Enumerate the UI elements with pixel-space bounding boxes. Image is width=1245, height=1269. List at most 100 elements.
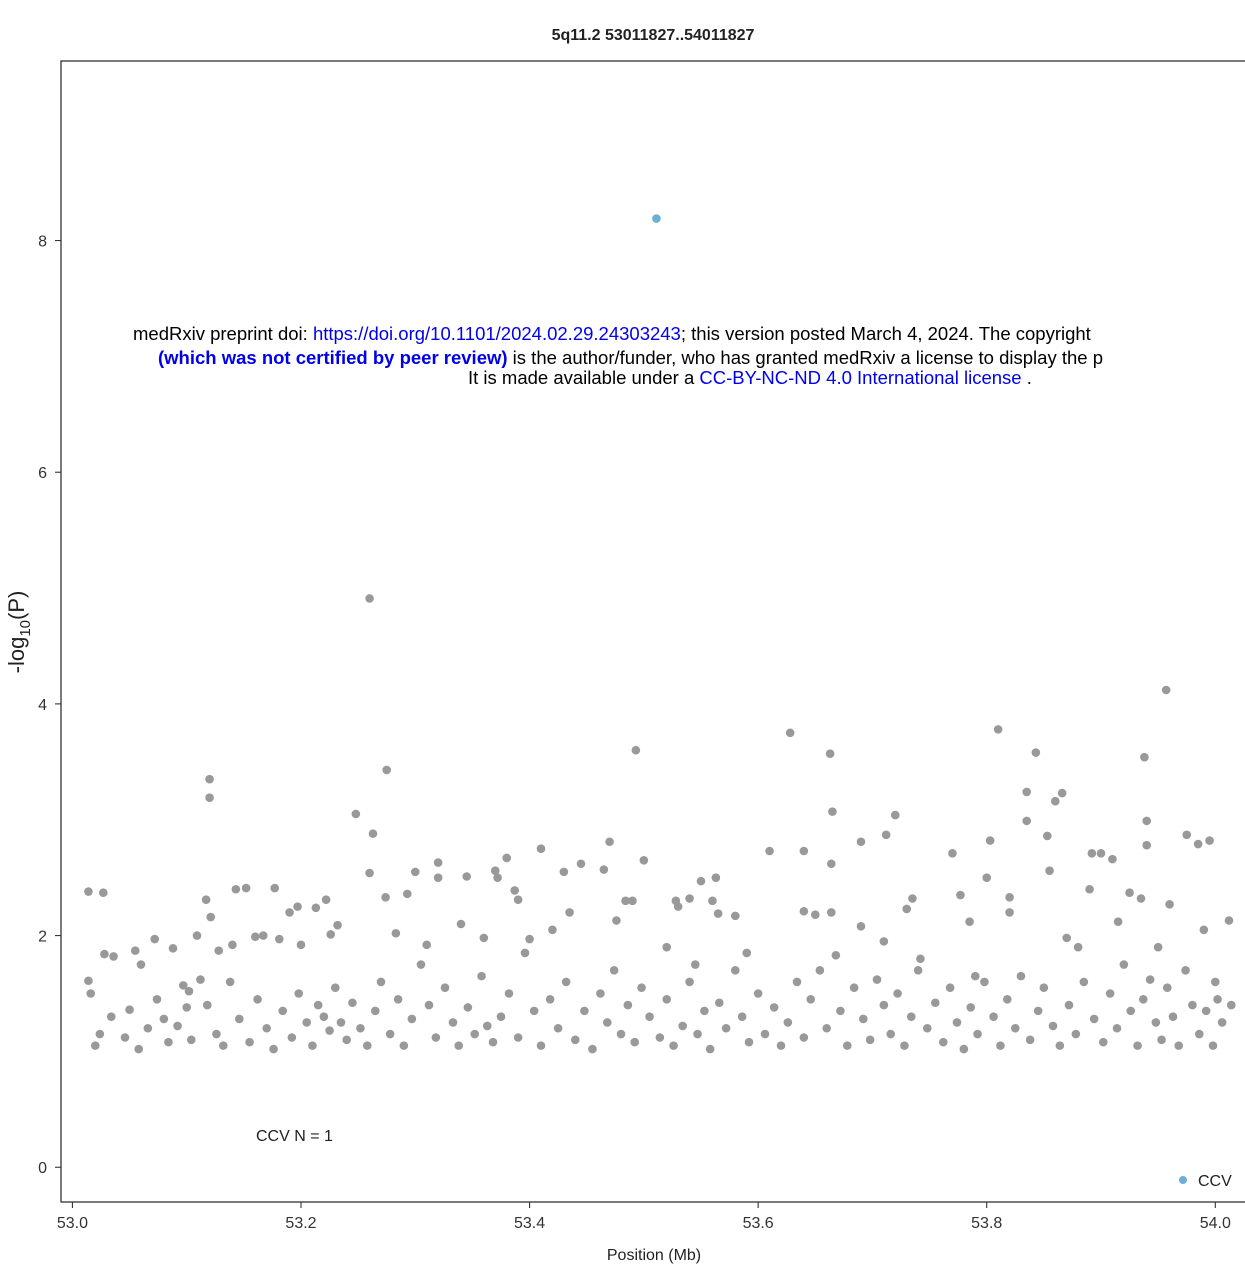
variant-point: [548, 925, 557, 935]
x-axis-title: Position (Mb): [607, 1247, 701, 1264]
variant-point: [1055, 1041, 1065, 1050]
variant-point: [1194, 1029, 1204, 1039]
variant-point: [234, 1014, 244, 1024]
variant-point: [326, 930, 336, 939]
variant-point: [296, 940, 306, 950]
variant-point: [1057, 788, 1067, 798]
variant-point: [106, 1012, 116, 1021]
variant-point: [134, 1044, 144, 1054]
variant-point: [368, 829, 378, 838]
variant-point: [1050, 796, 1060, 806]
variant-point: [1181, 966, 1190, 975]
variant-point: [1016, 971, 1026, 981]
variant-point: [376, 977, 386, 987]
legend-ccv-marker: [1179, 1176, 1187, 1184]
variant-point: [730, 911, 740, 921]
variant-point: [1096, 849, 1106, 858]
variant-point: [893, 989, 902, 998]
watermark-doi-link[interactable]: https://doi.org/10.1101/2024.02.29.24303…: [312, 323, 681, 344]
variant-point: [744, 1037, 754, 1047]
variant-point: [730, 966, 740, 975]
variant-point: [890, 810, 900, 820]
variant-point: [513, 1033, 523, 1042]
x-tick-label: 53.2: [285, 1215, 316, 1232]
variant-point: [678, 1021, 688, 1031]
variant-point: [621, 896, 630, 906]
variant-point: [669, 1041, 678, 1050]
variant-point: [433, 858, 443, 867]
variant-point: [536, 844, 546, 853]
variant-point: [192, 931, 202, 940]
variant-point: [201, 895, 211, 904]
variant-point: [311, 903, 321, 913]
variant-point: [1142, 840, 1152, 850]
y-axis-title-subscript: 10: [17, 620, 34, 637]
variant-point: [655, 1033, 665, 1042]
y-tick-label: 8: [38, 234, 47, 251]
variant-point: [502, 853, 512, 863]
variant-point: [330, 983, 340, 993]
variant-point: [336, 1018, 346, 1027]
variant-point: [1045, 866, 1054, 876]
variant-point: [1064, 1000, 1074, 1010]
variant-point: [333, 920, 342, 930]
variant-point: [685, 977, 694, 987]
variant-point: [711, 873, 721, 882]
variant-point: [173, 1021, 182, 1031]
watermark-line-3-suffix: .: [1021, 367, 1032, 388]
data-points: [84, 214, 1236, 1054]
variant-point: [1079, 977, 1089, 987]
variant-point: [776, 1041, 786, 1050]
variant-point: [84, 887, 93, 896]
variant-point: [351, 809, 361, 819]
variant-point: [399, 1041, 409, 1050]
variant-point: [1217, 1018, 1227, 1027]
watermark-line-3-prefix: It is made available under a: [468, 367, 700, 388]
chart-title: 5q11.2 53011827..54011827: [552, 27, 755, 44]
ccv-point: [652, 214, 661, 223]
variant-point: [700, 1006, 709, 1016]
variant-point: [1105, 989, 1115, 998]
variant-point: [1085, 884, 1094, 894]
variant-point: [424, 1000, 434, 1010]
variant-point: [431, 1033, 441, 1042]
variant-point: [168, 944, 178, 953]
variant-point: [1136, 894, 1146, 903]
variant-point: [856, 837, 866, 847]
variant-point: [631, 745, 641, 755]
variant-point: [673, 902, 683, 911]
variant-point: [182, 1003, 192, 1012]
variant-point: [143, 1023, 153, 1033]
y-axis-title-suffix: (P): [4, 591, 29, 620]
variant-point: [130, 946, 140, 955]
variant-point: [1108, 854, 1117, 864]
variant-point: [293, 902, 302, 911]
variant-point: [696, 876, 706, 886]
x-tick-label: 53.4: [514, 1215, 545, 1232]
variant-point: [662, 942, 672, 952]
variant-point: [1125, 888, 1134, 898]
variant-point: [321, 895, 331, 904]
variant-point: [806, 994, 816, 1004]
variant-point: [930, 998, 940, 1008]
legend: CCV: [1179, 1173, 1232, 1190]
variant-point: [612, 916, 621, 925]
variant-point: [319, 1012, 329, 1021]
variant-point: [416, 960, 426, 969]
variant-point: [391, 928, 401, 938]
x-tick-label: 54.0: [1200, 1215, 1231, 1232]
variant-point: [945, 983, 955, 993]
variant-point: [152, 994, 162, 1004]
variant-point: [913, 966, 923, 975]
variant-point: [178, 981, 188, 990]
y-axis: 0 2 4 6 8: [38, 234, 61, 1177]
watermark-license-link[interactable]: CC-BY-NC-ND 4.0 International license: [699, 367, 1022, 388]
variant-point: [1025, 1035, 1035, 1045]
variant-point: [645, 1012, 654, 1021]
variant-point: [529, 1006, 539, 1016]
variant-point: [370, 1006, 380, 1016]
variant-point: [510, 886, 520, 895]
variant-point: [186, 1035, 196, 1045]
variant-point: [596, 989, 605, 998]
